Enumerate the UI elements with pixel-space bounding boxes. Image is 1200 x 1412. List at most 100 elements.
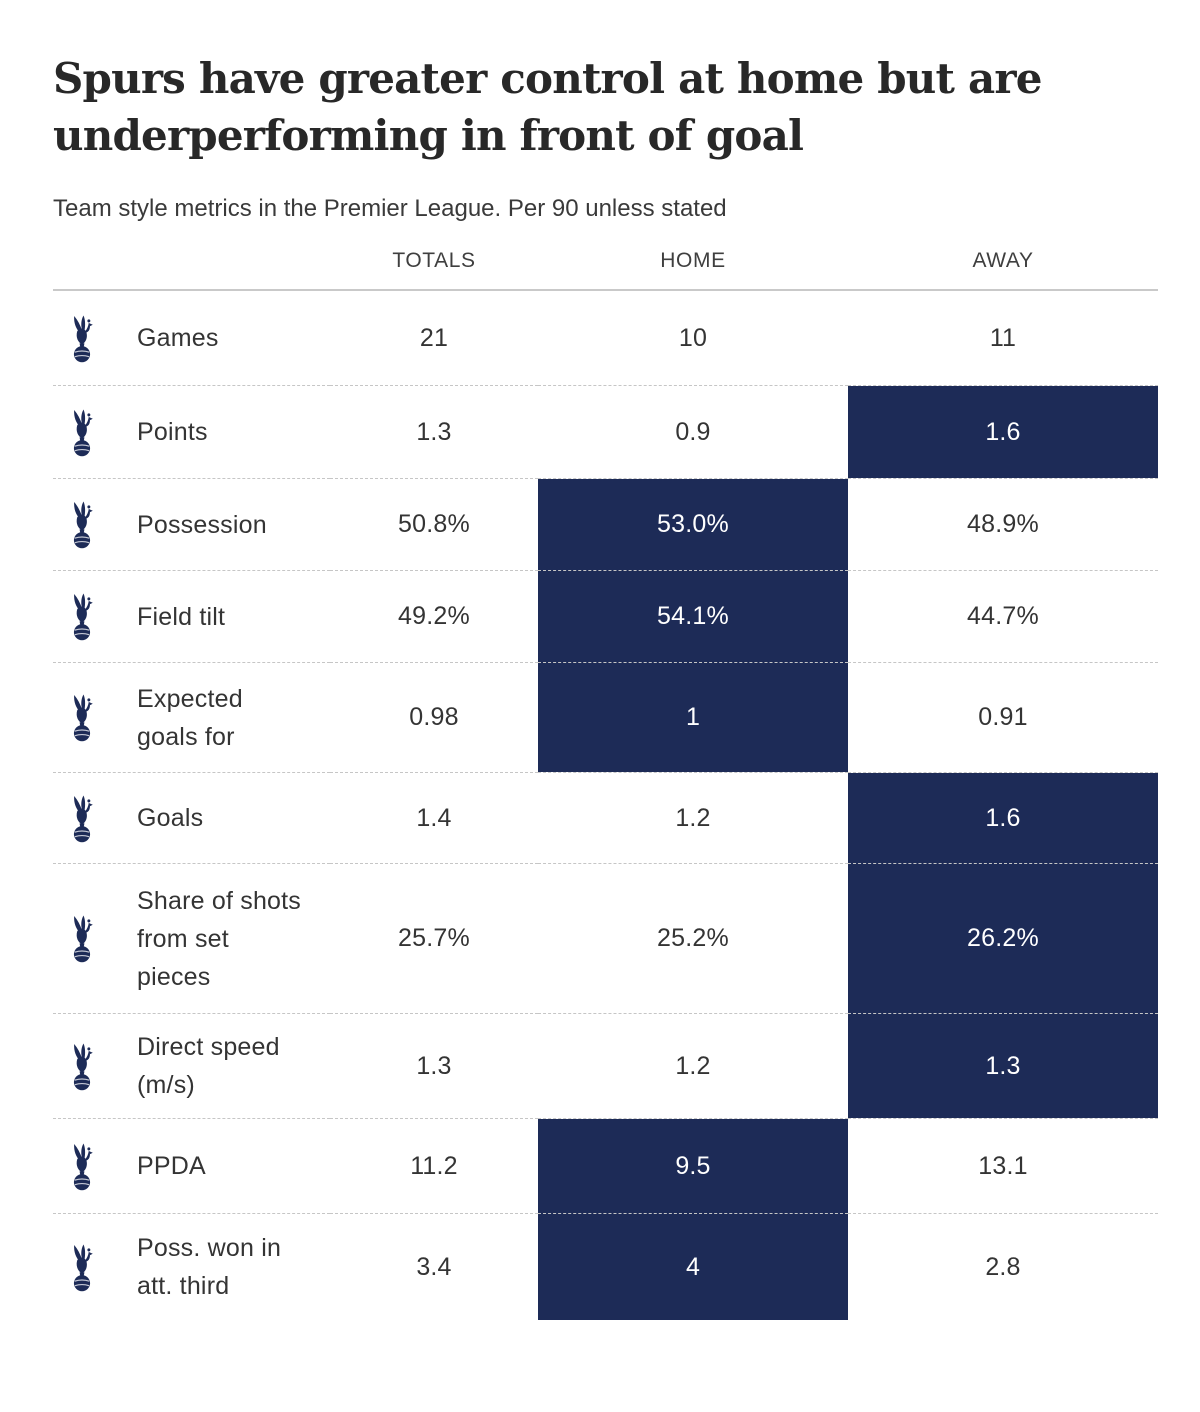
value-cell-home: 1.2 [538,772,848,863]
cockerel-beak [89,802,93,806]
cockerel-tail-2 [81,1142,86,1160]
ball-band-1 [74,1278,90,1282]
ball-band-1 [74,1077,90,1081]
tottenham-hotspur-crest-icon [73,593,93,641]
value-cell-home: 1.2 [538,1013,848,1118]
metric-label: Direct speed (m/s) [137,1033,280,1099]
value-cell-totals: 1.4 [330,772,538,863]
value-cell-totals: 25.7% [330,863,538,1013]
ball [73,946,91,963]
tottenham-hotspur-crest-icon [73,501,93,549]
metric-cell: PPDA [53,1118,330,1213]
ball-band-2 [74,1182,90,1185]
cockerel-tail-2 [81,794,86,812]
ball-band-2 [74,733,90,737]
title-line-2: underperforming in front of goal [53,111,804,160]
value-cell-away: 1.3 [848,1013,1158,1118]
infographic: Spurs have greater control at home but a… [0,50,1200,1360]
ball [73,725,91,742]
tottenham-hotspur-crest-icon [73,694,93,742]
cockerel-head [84,600,90,611]
ball-band-1 [74,628,90,631]
cockerel-tail-2 [81,593,86,610]
ball-band-1 [74,829,90,833]
table-row: Expected goals for 0.98 1 0.91 [53,662,1158,772]
table-row: Possession 50.8% 53.0% 48.9% [53,478,1158,570]
cockerel-tail-2 [81,694,86,711]
cockerel-beak [89,416,93,420]
metric-cell: Expected goals for [53,662,330,772]
table-row: Share of shots from set pieces 25.7% 25.2%… [53,863,1158,1013]
cockerel-tail-2 [81,915,86,932]
column-header-totals: TOTALS [392,249,476,272]
value-cell-away: 0.91 [848,662,1158,772]
metric-label: Goals [137,804,204,832]
cockerel-beak [89,1251,93,1255]
value-cell-totals: 21 [419,323,449,352]
table-row: PPDA 11.2 9.5 13.1 [53,1118,1158,1213]
value-cell-home: 9.5 [538,1118,848,1213]
page-subtitle: Team style metrics in the Premier League… [53,195,727,222]
metric-cell: Field tilt [53,570,330,662]
cockerel-comb [87,318,91,322]
ball-band-2 [74,1082,90,1085]
value-cell-away: 1.6 [848,772,1158,863]
ball [73,1173,91,1190]
ball-band-2 [74,632,90,636]
cockerel-comb [87,919,91,923]
metric-cell: Games [53,291,330,385]
value-cell-away: 44.7% [848,570,1158,662]
cockerel-comb [87,698,91,702]
ball-band-2 [74,354,90,357]
cockerel-tail-2 [81,408,86,426]
metric-label: Poss. won in att. third [137,1234,282,1300]
cockerel-comb [87,1247,91,1251]
tottenham-hotspur-crest-icon [73,794,93,842]
ball-band-2 [74,540,90,544]
metric-cell: Direct speed (m/s) [53,1013,330,1118]
tottenham-hotspur-crest-icon [73,1243,93,1291]
table-row: Goals 1.4 1.2 1.6 [53,772,1158,863]
stats-table-body: Games 21 10 11 Points 1.3 0.9 1.6 Possession 50.8… [53,291,1158,1320]
ball [73,825,91,842]
cockerel-beak [89,923,93,927]
value-cell-home: 54.1% [538,570,848,662]
cockerel-beak [89,1150,93,1154]
table-row: Field tilt 49.2% 54.1% 44.7% [53,570,1158,662]
cockerel-tail-2 [81,314,86,332]
cockerel-head [84,508,90,519]
cockerel-body [76,422,87,438]
cockerel-head [84,321,90,332]
cockerel-head [84,1049,90,1060]
cockerel-body [76,328,87,344]
cockerel-body [76,606,87,623]
metric-cell: Goals [53,772,330,863]
metric-label: Share of shots from set pieces [137,886,302,991]
cockerel-body [76,928,87,945]
cockerel-beak [89,1050,93,1054]
metric-label: PPDA [137,1152,206,1180]
ball [73,439,91,456]
value-cell-home: 4 [538,1213,848,1320]
value-cell-home: 10 [678,323,708,352]
table-header-row: TOTALS HOME AWAY [53,249,1158,291]
value-cell-away: 1.6 [848,385,1158,478]
cockerel-comb [87,1046,91,1050]
cockerel-comb [87,798,91,802]
cockerel-head [84,1250,90,1261]
ball-band-1 [74,1177,90,1181]
value-cell-home: 1 [538,662,848,772]
metric-cell: Points [53,385,330,478]
ball [73,1274,91,1291]
ball [73,532,91,549]
value-cell-totals: 50.8% [330,478,538,570]
value-cell-away: 2.8 [848,1213,1158,1320]
ball-band-2 [74,954,90,958]
ball-band-2 [74,448,90,451]
cockerel-body [76,1056,87,1072]
cockerel-comb [87,412,91,416]
value-cell-totals: 49.2% [330,570,538,662]
table-row: Direct speed (m/s) 1.3 1.2 1.3 [53,1013,1158,1118]
ball [73,345,91,362]
value-cell-totals: 0.98 [330,662,538,772]
